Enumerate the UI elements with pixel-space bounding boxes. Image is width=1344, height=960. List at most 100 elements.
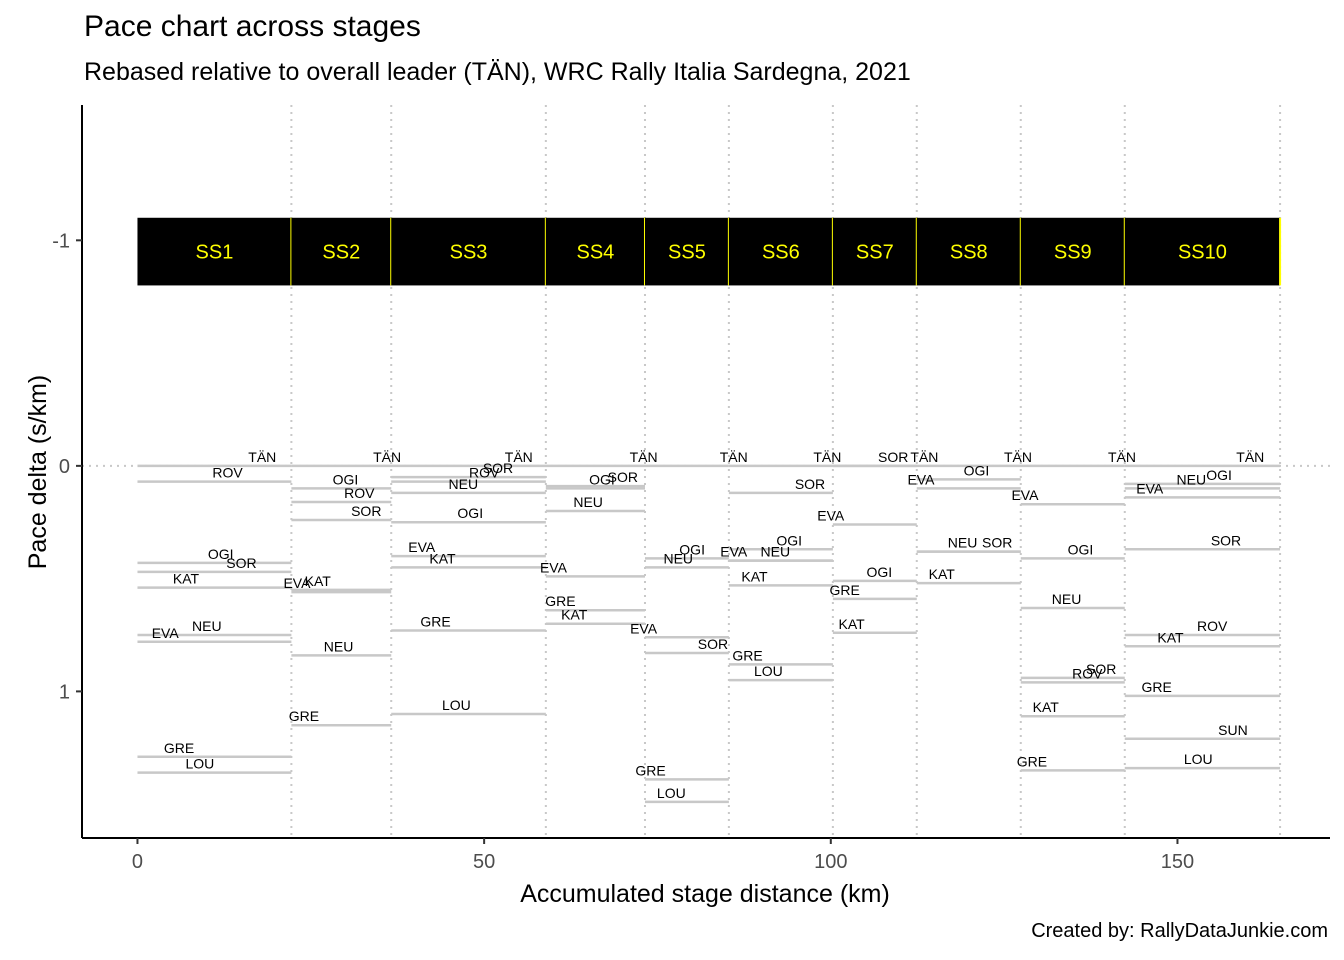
driver-label: OGI	[457, 505, 483, 521]
stage-label: SS1	[196, 242, 234, 264]
driver-label: LOU	[754, 663, 783, 679]
stage-label: SS6	[762, 242, 800, 264]
driver-label: EVA	[283, 575, 311, 591]
driver-label: ROV	[344, 485, 375, 501]
stage-label: SS3	[450, 242, 488, 264]
driver-label: GRE	[289, 708, 319, 724]
driver-label: EVA	[152, 625, 180, 641]
driver-label: SOR	[878, 449, 908, 465]
driver-label: EVA	[1136, 480, 1164, 496]
driver-label: LOU	[1184, 751, 1213, 767]
driver-label: GRE	[420, 614, 450, 630]
y-tick-label: 0	[59, 456, 70, 478]
stage-gridlines	[82, 105, 1330, 838]
stage-label: SS8	[950, 242, 988, 264]
driver-label: OGI	[1206, 467, 1232, 483]
x-axis-label: Accumulated stage distance (km)	[520, 880, 890, 908]
driver-label: LOU	[185, 756, 214, 772]
driver-label: GRE	[545, 593, 575, 609]
driver-label: EVA	[907, 471, 935, 487]
driver-label: OGI	[776, 532, 802, 548]
pace-chart: TÄN TÄN TÄN TÄN TÄN TÄN TÄN TÄN TÄN TÄN ROV ROV ROV R…	[24, 105, 1330, 908]
y-axis-label: Pace delta (s/km)	[24, 375, 52, 570]
stage-bar-segment	[137, 217, 292, 286]
driver-label: SOR	[351, 503, 381, 519]
driver-label: TÄN	[1108, 449, 1136, 465]
driver-label: TÄN	[505, 449, 533, 465]
driver-label: OGI	[679, 541, 705, 557]
stage-label: SS4	[577, 242, 615, 264]
stage-bar-segment	[916, 217, 1021, 286]
driver-label: SOR	[982, 535, 1012, 551]
driver-label: NEU	[449, 476, 479, 492]
driver-label: GRE	[635, 762, 665, 778]
y-tick-label: -1	[52, 230, 70, 252]
driver-label: SOR	[1211, 532, 1241, 548]
driver-label: SOR	[483, 460, 513, 476]
driver-label: OGI	[208, 546, 234, 562]
driver-label: OGI	[964, 462, 990, 478]
stage-bar-segment	[1020, 217, 1125, 286]
driver-label: EVA	[408, 539, 436, 555]
driver-label: SOR	[795, 476, 825, 492]
driver-label: KAT	[429, 550, 456, 566]
driver-label: NEU	[761, 544, 791, 560]
driver-label: SOR	[698, 636, 728, 652]
driver-label: KAT	[1033, 699, 1060, 715]
driver-label: OGI	[589, 471, 615, 487]
driver-label: TÄN	[813, 449, 841, 465]
driver-label: ROV	[1072, 665, 1103, 681]
driver-label: GRE	[164, 740, 194, 756]
driver-label: KAT	[1157, 629, 1184, 645]
driver-label: TÄN	[630, 449, 658, 465]
driver-label: EVA	[720, 544, 748, 560]
stage-label: SS7	[856, 242, 894, 264]
x-tick-label: 150	[1161, 851, 1194, 873]
stage-bar-segment	[728, 217, 833, 286]
driver-label: NEU	[1177, 471, 1207, 487]
driver-label: NEU	[1052, 591, 1082, 607]
chart-caption: Created by: RallyDataJunkie.com	[1031, 920, 1328, 942]
x-tick-label: 50	[473, 851, 495, 873]
driver-label: KAT	[561, 607, 588, 623]
stage-bar-segment	[391, 217, 546, 286]
axes: 0 50 100 150 -1 0 1	[52, 105, 1330, 873]
stage-label: SS5	[668, 242, 706, 264]
driver-label: EVA	[1011, 487, 1039, 503]
chart-title: Pace chart across stages	[84, 10, 421, 43]
stage-bar-segment	[644, 217, 729, 286]
driver-label: NEU	[573, 494, 603, 510]
driver-label: KAT	[173, 571, 200, 587]
driver-label: GRE	[1141, 679, 1171, 695]
driver-label: SOR	[1086, 661, 1116, 677]
x-tick-label: 100	[814, 851, 847, 873]
driver-label: TÄN	[373, 449, 401, 465]
stage-label: SS2	[322, 242, 360, 264]
driver-label: EVA	[817, 508, 845, 524]
driver-label: TÄN	[1004, 449, 1032, 465]
driver-labels: TÄN TÄN TÄN TÄN TÄN TÄN TÄN TÄN TÄN TÄN ROV ROV ROV R…	[152, 449, 1265, 801]
driver-label: KAT	[305, 573, 332, 589]
driver-label: NEU	[192, 618, 222, 634]
driver-label: LOU	[657, 785, 686, 801]
driver-label: KAT	[741, 568, 768, 584]
y-tick-label: 1	[59, 681, 70, 703]
stage-bar-segment	[545, 217, 645, 286]
driver-label: TÄN	[720, 449, 748, 465]
driver-label: TÄN	[248, 449, 276, 465]
driver-label: ROV	[1197, 618, 1228, 634]
driver-label: OGI	[1068, 541, 1094, 557]
stage-bar-segment	[291, 217, 392, 286]
driver-label: KAT	[929, 566, 956, 582]
driver-label: TÄN	[1236, 449, 1264, 465]
driver-label: OGI	[866, 564, 892, 580]
stage-label: SS10	[1178, 242, 1227, 264]
driver-label: GRE	[1017, 753, 1047, 769]
driver-label: GRE	[732, 647, 762, 663]
driver-label: LOU	[442, 697, 471, 713]
driver-label: SOR	[608, 469, 638, 485]
driver-label: SOR	[226, 555, 256, 571]
stage-label: SS9	[1054, 242, 1092, 264]
driver-label: TÄN	[910, 449, 938, 465]
chart-subtitle: Rebased relative to overall leader (TÄN)…	[84, 58, 911, 86]
